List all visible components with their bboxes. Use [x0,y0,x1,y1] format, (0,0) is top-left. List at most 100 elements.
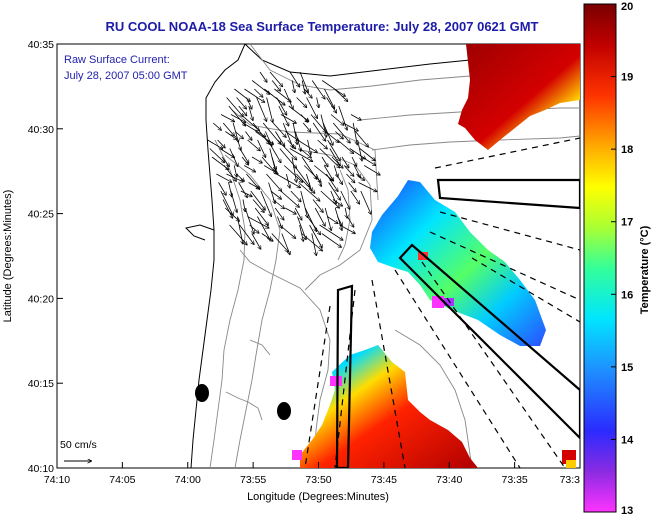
current-vector [337,139,354,153]
current-vector [261,233,273,242]
current-vector [316,173,321,186]
current-vector [332,199,342,206]
current-vector [247,139,260,151]
current-vector [339,224,355,233]
current-vector [319,224,343,240]
current-vector [283,165,302,183]
current-vector [241,156,248,165]
current-vector [321,80,345,97]
current-vector [324,207,331,230]
current-vector [252,199,264,213]
current-vector [226,97,243,117]
current-vector [350,114,361,121]
current-vector [348,182,356,192]
current-vector [343,165,353,177]
current-vector [230,190,237,212]
current-vector [251,233,261,249]
colorbar-tick-label: 16 [621,289,633,301]
current-vector [327,139,341,161]
current-vector [358,182,377,192]
x-tick-label: 73:3 [560,474,581,486]
current-vector [287,139,296,149]
y-tick-label: 40:25 [28,209,54,221]
sampling-boxes [335,178,580,468]
current-vector [297,139,318,152]
current-vector [313,165,333,181]
current-vector [320,190,339,208]
current-vector [321,156,328,167]
current-legend-line2: July 28, 2007 05:00 GMT [64,70,188,82]
current-vector [252,122,269,144]
current-vector [302,122,310,132]
current-vector [236,97,247,109]
current-vector [280,114,296,124]
colorbar-tick-label: 15 [621,362,633,374]
current-vector [294,207,302,220]
current-vector [351,156,357,166]
current-vector [301,80,305,94]
current-vector [282,122,293,148]
current-vector [256,97,267,122]
current-vector [307,216,320,235]
surface-current-vectors [207,71,380,256]
current-vector [229,148,238,167]
current-vector [310,114,326,133]
current-vector [306,97,318,119]
current-vector [311,233,317,256]
current-vector [285,131,298,141]
current-vector [312,122,325,141]
current-vector [359,148,375,161]
current-vector [222,122,234,136]
current-vector [289,71,299,87]
current-vector [259,71,267,82]
sandy-hook [184,224,215,241]
current-vector [266,173,281,191]
current-vector [291,156,297,182]
current-vector [357,139,362,161]
current-vector [355,131,368,147]
current-vector [286,173,289,188]
x-axis: 74:10 74:05 74:00 73:55 73:50 73:45 73:40 73:35… [44,462,581,486]
sst-patches [292,44,580,468]
current-vector [337,216,342,226]
current-vector [237,139,241,150]
current-vector [275,131,284,147]
current-vector [266,97,273,123]
current-vector [336,173,342,184]
current-vector [363,165,380,175]
current-vector [247,216,268,228]
current-vector [238,105,247,116]
current-vector [272,122,286,137]
y-tick-label: 40:20 [28,293,54,305]
current-vector [228,182,232,197]
colorbar-tick-label: 20 [621,1,633,13]
current-vector [216,173,231,182]
map-plot-area: Raw Surface Current: July 28, 2007 05:00… [56,43,581,469]
current-vector [272,199,284,209]
current-vector [304,88,312,98]
current-vector [312,199,323,213]
x-tick-label: 74:05 [109,474,135,486]
current-vector [329,148,340,166]
current-vector [222,199,233,218]
current-vector [341,156,349,168]
current-vector [220,190,233,215]
current-vector [352,122,357,145]
current-vector [338,105,347,130]
current-vector [320,114,327,137]
colorbar-tick-label: 14 [621,434,634,446]
current-vector [240,114,259,131]
current-vector [260,190,272,216]
current-vector [212,122,221,130]
current-vector [219,148,235,158]
current-vector [289,148,313,162]
current-vector [269,71,282,87]
current-vector [223,165,236,182]
current-vector [207,139,223,149]
current-vector [224,207,239,221]
current-vector [238,182,248,198]
current-vector [293,165,310,187]
station-marker [195,384,209,402]
current-vector [361,156,376,165]
current-vector [271,80,280,91]
